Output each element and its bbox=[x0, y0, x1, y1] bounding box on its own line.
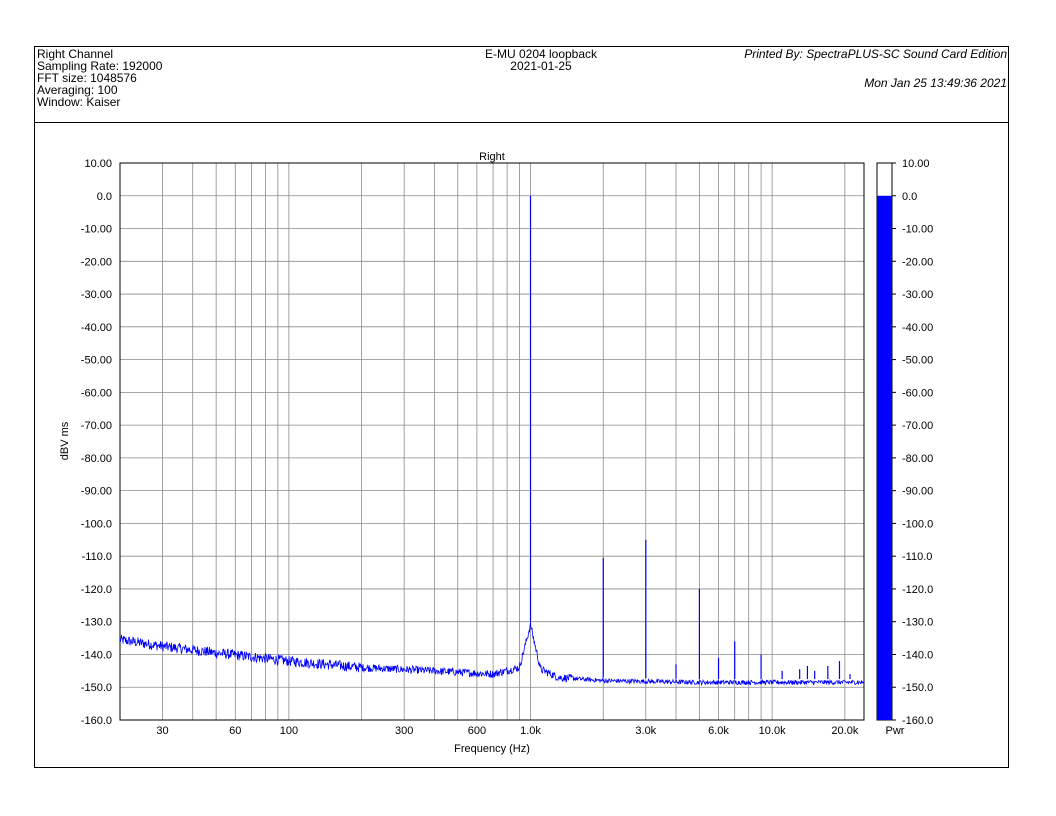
y-tick-label: 0.0 bbox=[97, 191, 112, 203]
x-axis-ticks: 30 60 100 300 600 1.0k 3.0k 6.0k 10.0k 20.0k bbox=[156, 725, 858, 737]
chart-title: Right bbox=[479, 151, 505, 163]
plot-area bbox=[119, 162, 865, 721]
y-axis-ticks: 10.00 0.0 -10.00 -20.00 -30.00 -40.00 -50.00 -6… bbox=[81, 158, 112, 727]
x-axis-label: Frequency (Hz) bbox=[454, 743, 530, 755]
x-tick-label: 60 bbox=[229, 725, 241, 737]
meter-tick-label: -150.0 bbox=[902, 682, 933, 694]
y-tick-label: -140.0 bbox=[81, 649, 112, 661]
meter-tick-label: -100.0 bbox=[902, 518, 933, 530]
print-info: Printed By: SpectraPLUS-SC Sound Card Ed… bbox=[744, 48, 1007, 89]
meter-tick-label: -140.0 bbox=[902, 649, 933, 661]
y-tick-label: -150.0 bbox=[81, 682, 112, 694]
document-title-line: E-MU 0204 loopback bbox=[484, 47, 598, 61]
document-date-line: 2021-01-25 bbox=[510, 59, 572, 73]
meter-fill bbox=[877, 195, 892, 720]
y-tick-label: -120.0 bbox=[81, 584, 112, 596]
noise-floor-trace bbox=[119, 621, 865, 686]
meter-tick-label: -160.0 bbox=[902, 715, 933, 727]
power-meter: 10.00 0.0 -10.00 -20.00 -30.00 -40.00 -50.00 -6… bbox=[876, 158, 933, 727]
y-tick-label: -110.0 bbox=[82, 551, 112, 563]
meter-tick-label: -60.00 bbox=[902, 387, 933, 399]
x-tick-label: 20.0k bbox=[831, 725, 858, 737]
meter-tick-label: -10.00 bbox=[902, 224, 933, 236]
meter-tick-label: -90.00 bbox=[902, 486, 933, 498]
meter-tick-label: -30.00 bbox=[902, 289, 933, 301]
y-tick-label: -160.0 bbox=[81, 715, 112, 727]
y-tick-label: -130.0 bbox=[81, 617, 112, 629]
meter-label: Pwr bbox=[886, 725, 905, 737]
x-tick-label: 300 bbox=[395, 725, 413, 737]
fft-size-label: FFT size: 1048576 bbox=[37, 71, 137, 85]
y-tick-label: -60.00 bbox=[81, 387, 112, 399]
x-tick-label: 3.0k bbox=[635, 725, 656, 737]
meter-tick-label: -70.00 bbox=[902, 420, 933, 432]
y-tick-label: -80.00 bbox=[81, 453, 112, 465]
y-tick-label: -10.00 bbox=[81, 224, 112, 236]
meter-tick-label: 0.0 bbox=[902, 191, 917, 203]
x-tick-label: 30 bbox=[156, 725, 168, 737]
y-tick-label: -50.00 bbox=[81, 355, 112, 367]
chart-frame bbox=[34, 46, 1009, 768]
meter-tick-label: -110.0 bbox=[902, 551, 932, 563]
grid bbox=[119, 162, 864, 721]
x-tick-label: 1.0k bbox=[520, 725, 541, 737]
x-tick-label: 600 bbox=[468, 725, 486, 737]
y-tick-label: -90.00 bbox=[81, 486, 112, 498]
timestamp-label: Mon Jan 25 13:49:36 2021 bbox=[864, 76, 1007, 90]
x-tick-label: 100 bbox=[280, 725, 298, 737]
y-tick-label: -100.0 bbox=[81, 518, 112, 530]
y-tick-label: -20.00 bbox=[81, 256, 112, 268]
averaging-label: Averaging: 100 bbox=[37, 83, 118, 97]
document-title: E-MU 0204 loopback 2021-01-25 bbox=[431, 48, 651, 72]
y-tick-label: -40.00 bbox=[81, 322, 112, 334]
meter-tick-label: -50.00 bbox=[902, 355, 933, 367]
printed-by-label: Printed By: SpectraPLUS-SC Sound Card Ed… bbox=[744, 47, 1007, 61]
y-tick-label: 10.00 bbox=[84, 158, 112, 170]
y-axis-label: dBV ms bbox=[59, 421, 71, 460]
meter-tick-label: 10.00 bbox=[902, 158, 930, 170]
spectrum-series bbox=[119, 195, 865, 686]
y-tick-label: -70.00 bbox=[81, 420, 112, 432]
window-label: Window: Kaiser bbox=[37, 95, 121, 109]
sampling-rate-label: Sampling Rate: 192000 bbox=[37, 59, 163, 73]
header-separator bbox=[34, 122, 1009, 123]
y-tick-label: -30.00 bbox=[81, 289, 112, 301]
meter-tick-label: -80.00 bbox=[902, 453, 933, 465]
channel-label: Right Channel bbox=[37, 47, 114, 61]
meter-tick-label: -120.0 bbox=[902, 584, 933, 596]
x-tick-label: 6.0k bbox=[708, 725, 729, 737]
meter-tick-label: -40.00 bbox=[902, 322, 933, 334]
x-tick-label: 10.0k bbox=[759, 725, 786, 737]
measurement-info: Right Channel Sampling Rate: 192000 FFT … bbox=[37, 48, 162, 108]
meter-tick-label: -20.00 bbox=[902, 256, 933, 268]
meter-tick-label: -130.0 bbox=[902, 617, 933, 629]
